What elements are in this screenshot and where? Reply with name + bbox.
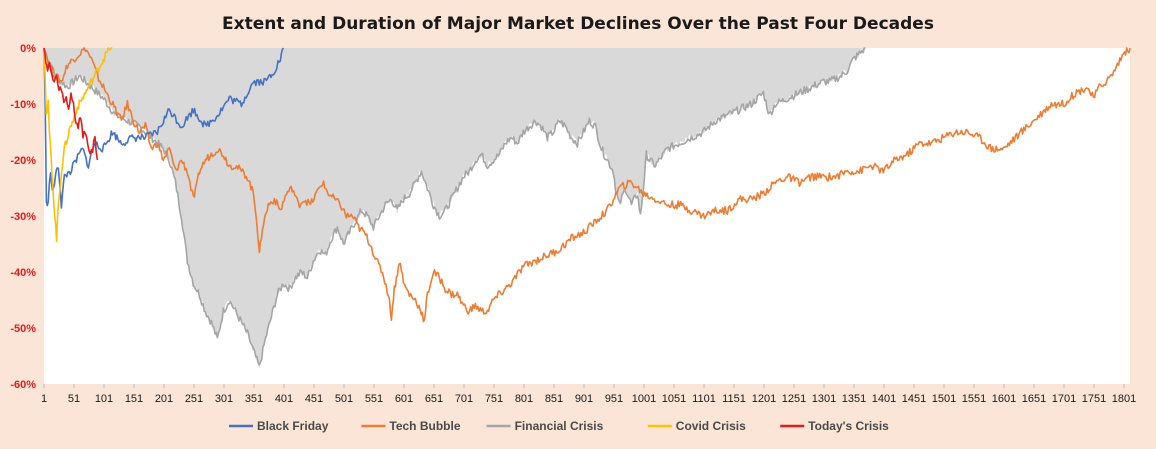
legend-label: Covid Crisis <box>676 419 746 433</box>
x-tick-label: 1701 <box>1052 393 1076 405</box>
x-tick-label: 1 <box>41 393 47 405</box>
x-tick-label: 951 <box>605 393 623 405</box>
series-line-financial-crisis <box>43 47 866 366</box>
x-tick-label: 151 <box>125 393 143 405</box>
legend-item-tech-bubble: Tech Bubble <box>361 419 461 433</box>
legend: Black Friday Tech Bubble Financial Crisis C… <box>229 419 889 433</box>
x-tick-label: 1551 <box>962 393 986 405</box>
legend-label: Black Friday <box>257 419 329 433</box>
x-tick-label: 1601 <box>992 393 1016 405</box>
x-tick-label: 1351 <box>842 393 866 405</box>
chart-title: Extent and Duration of Major Market Decl… <box>222 14 934 34</box>
y-tick-label: -20% <box>10 155 36 167</box>
x-tick-label: 1751 <box>1082 393 1106 405</box>
x-tick-label: 1451 <box>902 393 926 405</box>
x-tick-label: 551 <box>365 393 383 405</box>
series-group <box>43 47 1131 366</box>
x-tick-label: 451 <box>305 393 323 405</box>
x-tick-label: 1401 <box>872 393 896 405</box>
x-tick-label: 1151 <box>722 393 746 405</box>
legend-label: Tech Bubble <box>389 419 460 433</box>
financial-crisis-area <box>44 48 866 369</box>
series-line-today-s-crisis <box>43 47 99 161</box>
legend-label: Financial Crisis <box>515 419 604 433</box>
series-line-covid-crisis <box>43 47 113 243</box>
series-line-tech-bubble <box>43 47 1131 323</box>
x-tick-label: 601 <box>395 393 413 405</box>
x-tick-label: 751 <box>485 393 503 405</box>
x-tick-label: 1801 <box>1112 393 1136 405</box>
x-tick-label: 251 <box>185 393 203 405</box>
x-tick-label: 701 <box>455 393 473 405</box>
x-tick-label: 401 <box>275 393 293 405</box>
x-tick-label: 651 <box>425 393 443 405</box>
y-tick-label: -50% <box>10 323 36 335</box>
legend-item-black-friday: Black Friday <box>229 419 329 433</box>
x-tick-label: 1201 <box>752 393 776 405</box>
x-tick-label: 1251 <box>782 393 806 405</box>
series-line-black-friday <box>43 47 285 209</box>
x-axis-ticks: 1 51 101 151 201 251 301 351 401 451 501 551 601 651 7… <box>41 384 1136 405</box>
y-tick-label: 0% <box>20 43 36 55</box>
y-tick-label: -60% <box>10 379 36 391</box>
x-tick-label: 501 <box>335 393 353 405</box>
x-tick-label: 351 <box>245 393 263 405</box>
x-tick-label: 901 <box>575 393 593 405</box>
y-axis-ticks: 0% -10% -20% -30% -40% -50% -60% <box>10 43 36 391</box>
x-tick-label: 1651 <box>1022 393 1046 405</box>
y-tick-label: -30% <box>10 211 36 223</box>
x-tick-label: 1001 <box>632 393 656 405</box>
legend-item-covid-crisis: Covid Crisis <box>647 419 746 433</box>
x-tick-label: 851 <box>545 393 563 405</box>
y-tick-label: -40% <box>10 267 36 279</box>
x-tick-label: 1301 <box>812 393 836 405</box>
x-tick-label: 201 <box>155 393 173 405</box>
x-tick-label: 1101 <box>692 393 716 405</box>
x-tick-label: 51 <box>68 393 80 405</box>
x-tick-label: 1501 <box>932 393 956 405</box>
x-tick-label: 1051 <box>662 393 686 405</box>
x-tick-label: 801 <box>515 393 533 405</box>
legend-item-today-s-crisis: Today's Crisis <box>780 419 889 433</box>
x-tick-label: 301 <box>215 393 233 405</box>
legend-item-financial-crisis: Financial Crisis <box>486 419 604 433</box>
x-tick-label: 101 <box>95 393 113 405</box>
y-tick-label: -10% <box>10 99 36 111</box>
legend-label: Today's Crisis <box>808 419 889 433</box>
